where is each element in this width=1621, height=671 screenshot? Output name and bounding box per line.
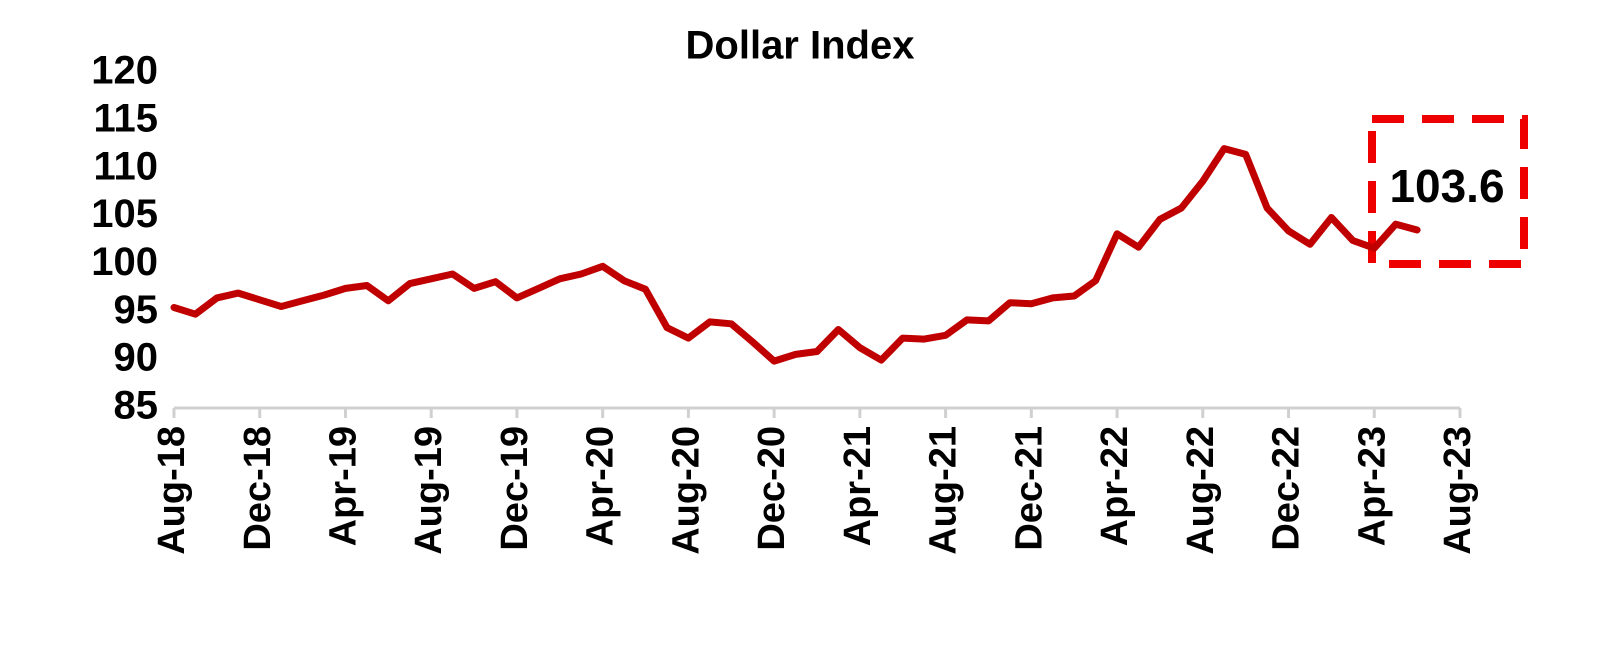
x-tick-label: Apr-21 — [837, 426, 879, 546]
y-tick-label: 95 — [114, 288, 159, 332]
x-tick-label: Apr-23 — [1351, 426, 1393, 546]
x-tick-label: Aug-20 — [665, 426, 707, 555]
y-tick-label: 120 — [91, 49, 158, 93]
x-tick-label: Aug-18 — [151, 426, 193, 555]
x-tick-label: Dec-19 — [494, 426, 536, 551]
y-tick-label: 110 — [93, 144, 158, 188]
y-tick-label: 85 — [114, 384, 159, 428]
y-tick-label: 100 — [91, 240, 158, 284]
annotation: 103.6 — [1389, 160, 1504, 212]
x-tick-label: Aug-22 — [1180, 426, 1222, 555]
chart-title: Dollar Index — [686, 24, 915, 68]
x-tick-label: Dec-21 — [1008, 426, 1050, 551]
x-tick-label: Aug-21 — [923, 426, 965, 555]
annotation-box — [1368, 115, 1528, 268]
x-tick-label: Aug-19 — [408, 426, 450, 555]
y-tick-label: 90 — [114, 336, 159, 380]
line — [170, 145, 1421, 365]
x-tick-label: Apr-22 — [1094, 426, 1136, 546]
x-tick-label: Apr-20 — [580, 426, 622, 546]
x-tick-label: Dec-18 — [237, 426, 279, 551]
y-tick-label: 115 — [93, 96, 158, 140]
x-tick-label: Dec-22 — [1266, 426, 1308, 551]
x-tick-label: Aug-23 — [1437, 426, 1479, 555]
x-tick-label: Dec-20 — [751, 426, 793, 551]
x-tick-label: Apr-19 — [322, 426, 364, 546]
y-tick-label: 105 — [91, 192, 158, 236]
